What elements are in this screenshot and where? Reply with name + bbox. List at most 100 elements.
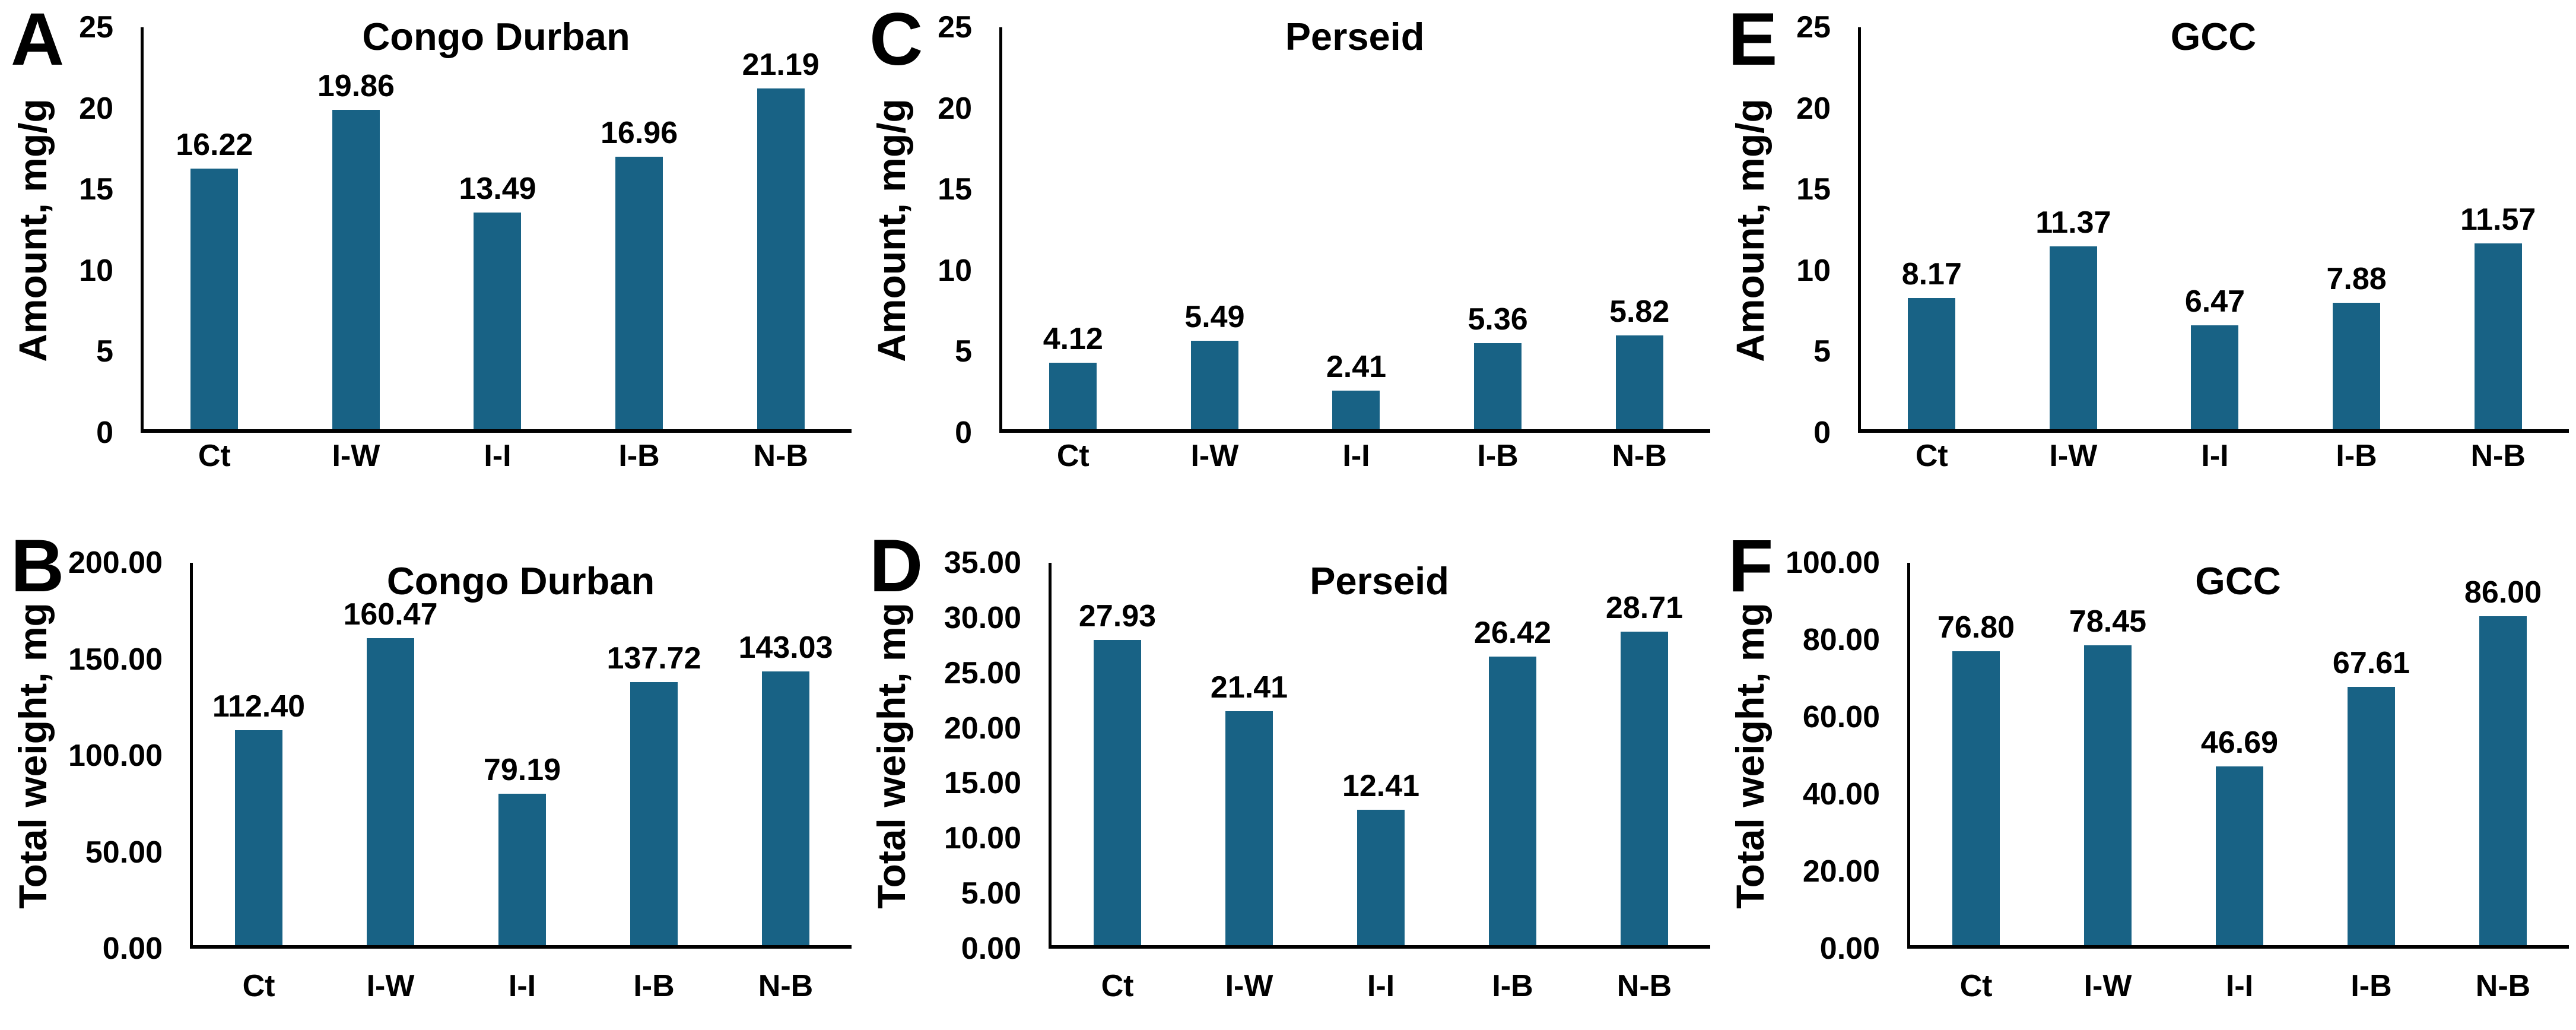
bar-I-I [498,794,546,945]
bar-value-label: 112.40 [212,689,306,724]
bar-N-B [762,671,809,945]
x-category-label-I-I: I-I [2225,969,2254,1003]
y-tick-label: 10.00 [944,821,1021,856]
bar-slot-I-W: 19.86 [285,27,427,429]
x-category-label-I-B: I-B [1477,439,1519,473]
bar-I-I [1357,809,1405,945]
y-axis-ticks: 0.00 20.00 40.00 60.00 80.00 100.00 [1717,547,1880,964]
bar-slot-I-I: 46.69 [2174,563,2305,945]
x-category-label-I-W: I-W [1225,969,1273,1003]
x-category-label-Ct: Ct [1915,439,1948,473]
bar-I-W [332,110,380,429]
bar-value-label: 11.37 [2035,205,2111,240]
x-category-label-I-I: I-I [1367,969,1395,1003]
bar-slot-I-B: 137.72 [588,563,720,945]
plot-area: 27.93 21.41 12.41 26.42 28.71 [1049,563,1710,949]
bar-slot-N-B: 5.82 [1568,27,1710,429]
x-axis-labels: Ct I-W I-I I-B N-B [1002,439,1710,473]
bar-I-W [1225,711,1273,945]
bar-I-I [2216,766,2263,945]
bar-N-B [1621,631,1668,945]
y-axis-ticks: 0.00 50.00 100.00 150.00 200.00 [0,547,163,964]
x-category-label-I-I: I-I [2201,439,2229,473]
x-category-label-Ct: Ct [1959,969,1993,1003]
panel-d: D Perseid Total weight, mg 0.00 5.00 10.00… [859,515,1717,1029]
x-category-label-I-B: I-B [618,439,660,473]
x-category-label-I-W: I-W [332,439,380,473]
bar-slot-N-B: 21.19 [710,27,852,429]
x-category-label-I-W: I-W [2083,969,2132,1003]
bar-slot-Ct: 27.93 [1052,563,1183,945]
x-category-label-I-B: I-B [2351,969,2392,1003]
bar-value-label: 160.47 [343,597,438,632]
bar-value-label: 16.22 [176,127,253,162]
bar-value-label: 137.72 [606,641,701,676]
y-tick-label: 20 [1796,91,1831,126]
bar-value-label: 79.19 [483,753,561,788]
bar-value-label: 12.41 [1342,768,1420,803]
panel-letter-d: D [869,525,923,607]
bar-value-label: 67.61 [2332,645,2410,680]
x-axis-labels: Ct I-W I-I I-B N-B [193,969,852,1003]
bar-value-label: 5.82 [1609,294,1670,329]
bar-value-label: 27.93 [1078,599,1157,634]
bar-Ct [190,168,239,429]
x-axis-labels: Ct I-W I-I I-B N-B [1910,969,2569,1003]
bar-Ct [1952,651,2000,945]
y-tick-label: 20.00 [944,711,1021,746]
y-tick-label: 35.00 [944,546,1021,580]
bar-N-B [2474,243,2522,429]
x-category-label-Ct: Ct [242,969,275,1003]
bar-slot-Ct: 8.17 [1861,27,2003,429]
y-tick-label: 0 [955,416,972,450]
bar-value-label: 2.41 [1326,349,1387,384]
bar-I-B [1474,343,1522,429]
bar-value-label: 86.00 [2464,575,2542,610]
y-tick-label: 5.00 [961,876,1021,911]
bar-I-B [1489,656,1536,945]
y-axis-ticks: 0 5 10 15 20 25 [859,12,972,448]
bar-value-label: 5.36 [1468,302,1528,337]
bar-slot-I-I: 2.41 [1285,27,1427,429]
bar-slot-I-W: 160.47 [325,563,456,945]
y-tick-label: 5 [955,334,972,369]
bar-slot-Ct: 16.22 [144,27,285,429]
plot-area: 8.17 11.37 6.47 7.88 11.57 [1858,27,2569,433]
y-tick-label: 100.00 [68,739,163,773]
bar-value-label: 26.42 [1473,615,1552,650]
bar-value-label: 19.86 [317,69,395,104]
bar-value-label: 16.96 [601,115,678,150]
y-tick-label: 20 [79,91,113,126]
x-category-label-I-B: I-B [1492,969,1533,1003]
y-tick-label: 50.00 [85,835,163,870]
bar-slot-I-B: 7.88 [2286,27,2428,429]
bar-slot-I-W: 21.41 [1183,563,1315,945]
x-category-label-N-B: N-B [1612,439,1667,473]
bar-value-label: 7.88 [2326,261,2387,296]
bar-Ct [1049,363,1097,429]
plot-area: 4.12 5.49 2.41 5.36 5.82 [999,27,1710,433]
bar-value-label: 28.71 [1605,590,1684,625]
y-tick-label: 200.00 [68,546,163,580]
y-tick-label: 0 [96,416,113,450]
panel-b: B Congo Durban Total weight, mg 0.00 50.0… [0,515,859,1029]
chart-title: GCC [2170,15,2257,58]
bar-slot-N-B: 28.71 [1578,563,1710,945]
bar-I-W [367,638,414,945]
y-tick-label: 60.00 [1802,700,1880,734]
bar-slot-I-I: 6.47 [2144,27,2286,429]
x-category-label-I-W: I-W [366,969,415,1003]
bar-slot-I-B: 16.96 [568,27,710,429]
bar-slot-Ct: 4.12 [1002,27,1144,429]
y-tick-label: 10 [938,253,972,288]
panel-letter-c: C [869,0,923,81]
x-category-label-Ct: Ct [198,439,231,473]
bar-value-label: 13.49 [459,171,536,206]
bar-value-label: 11.57 [2460,202,2536,237]
x-category-label-Ct: Ct [1056,439,1090,473]
bar-slot-N-B: 143.03 [720,563,852,945]
x-axis-labels: Ct I-W I-I I-B N-B [1052,969,1710,1003]
y-tick-label: 0.00 [1819,931,1880,966]
y-tick-label: 0.00 [102,931,163,966]
panel-letter-a: A [11,0,65,81]
